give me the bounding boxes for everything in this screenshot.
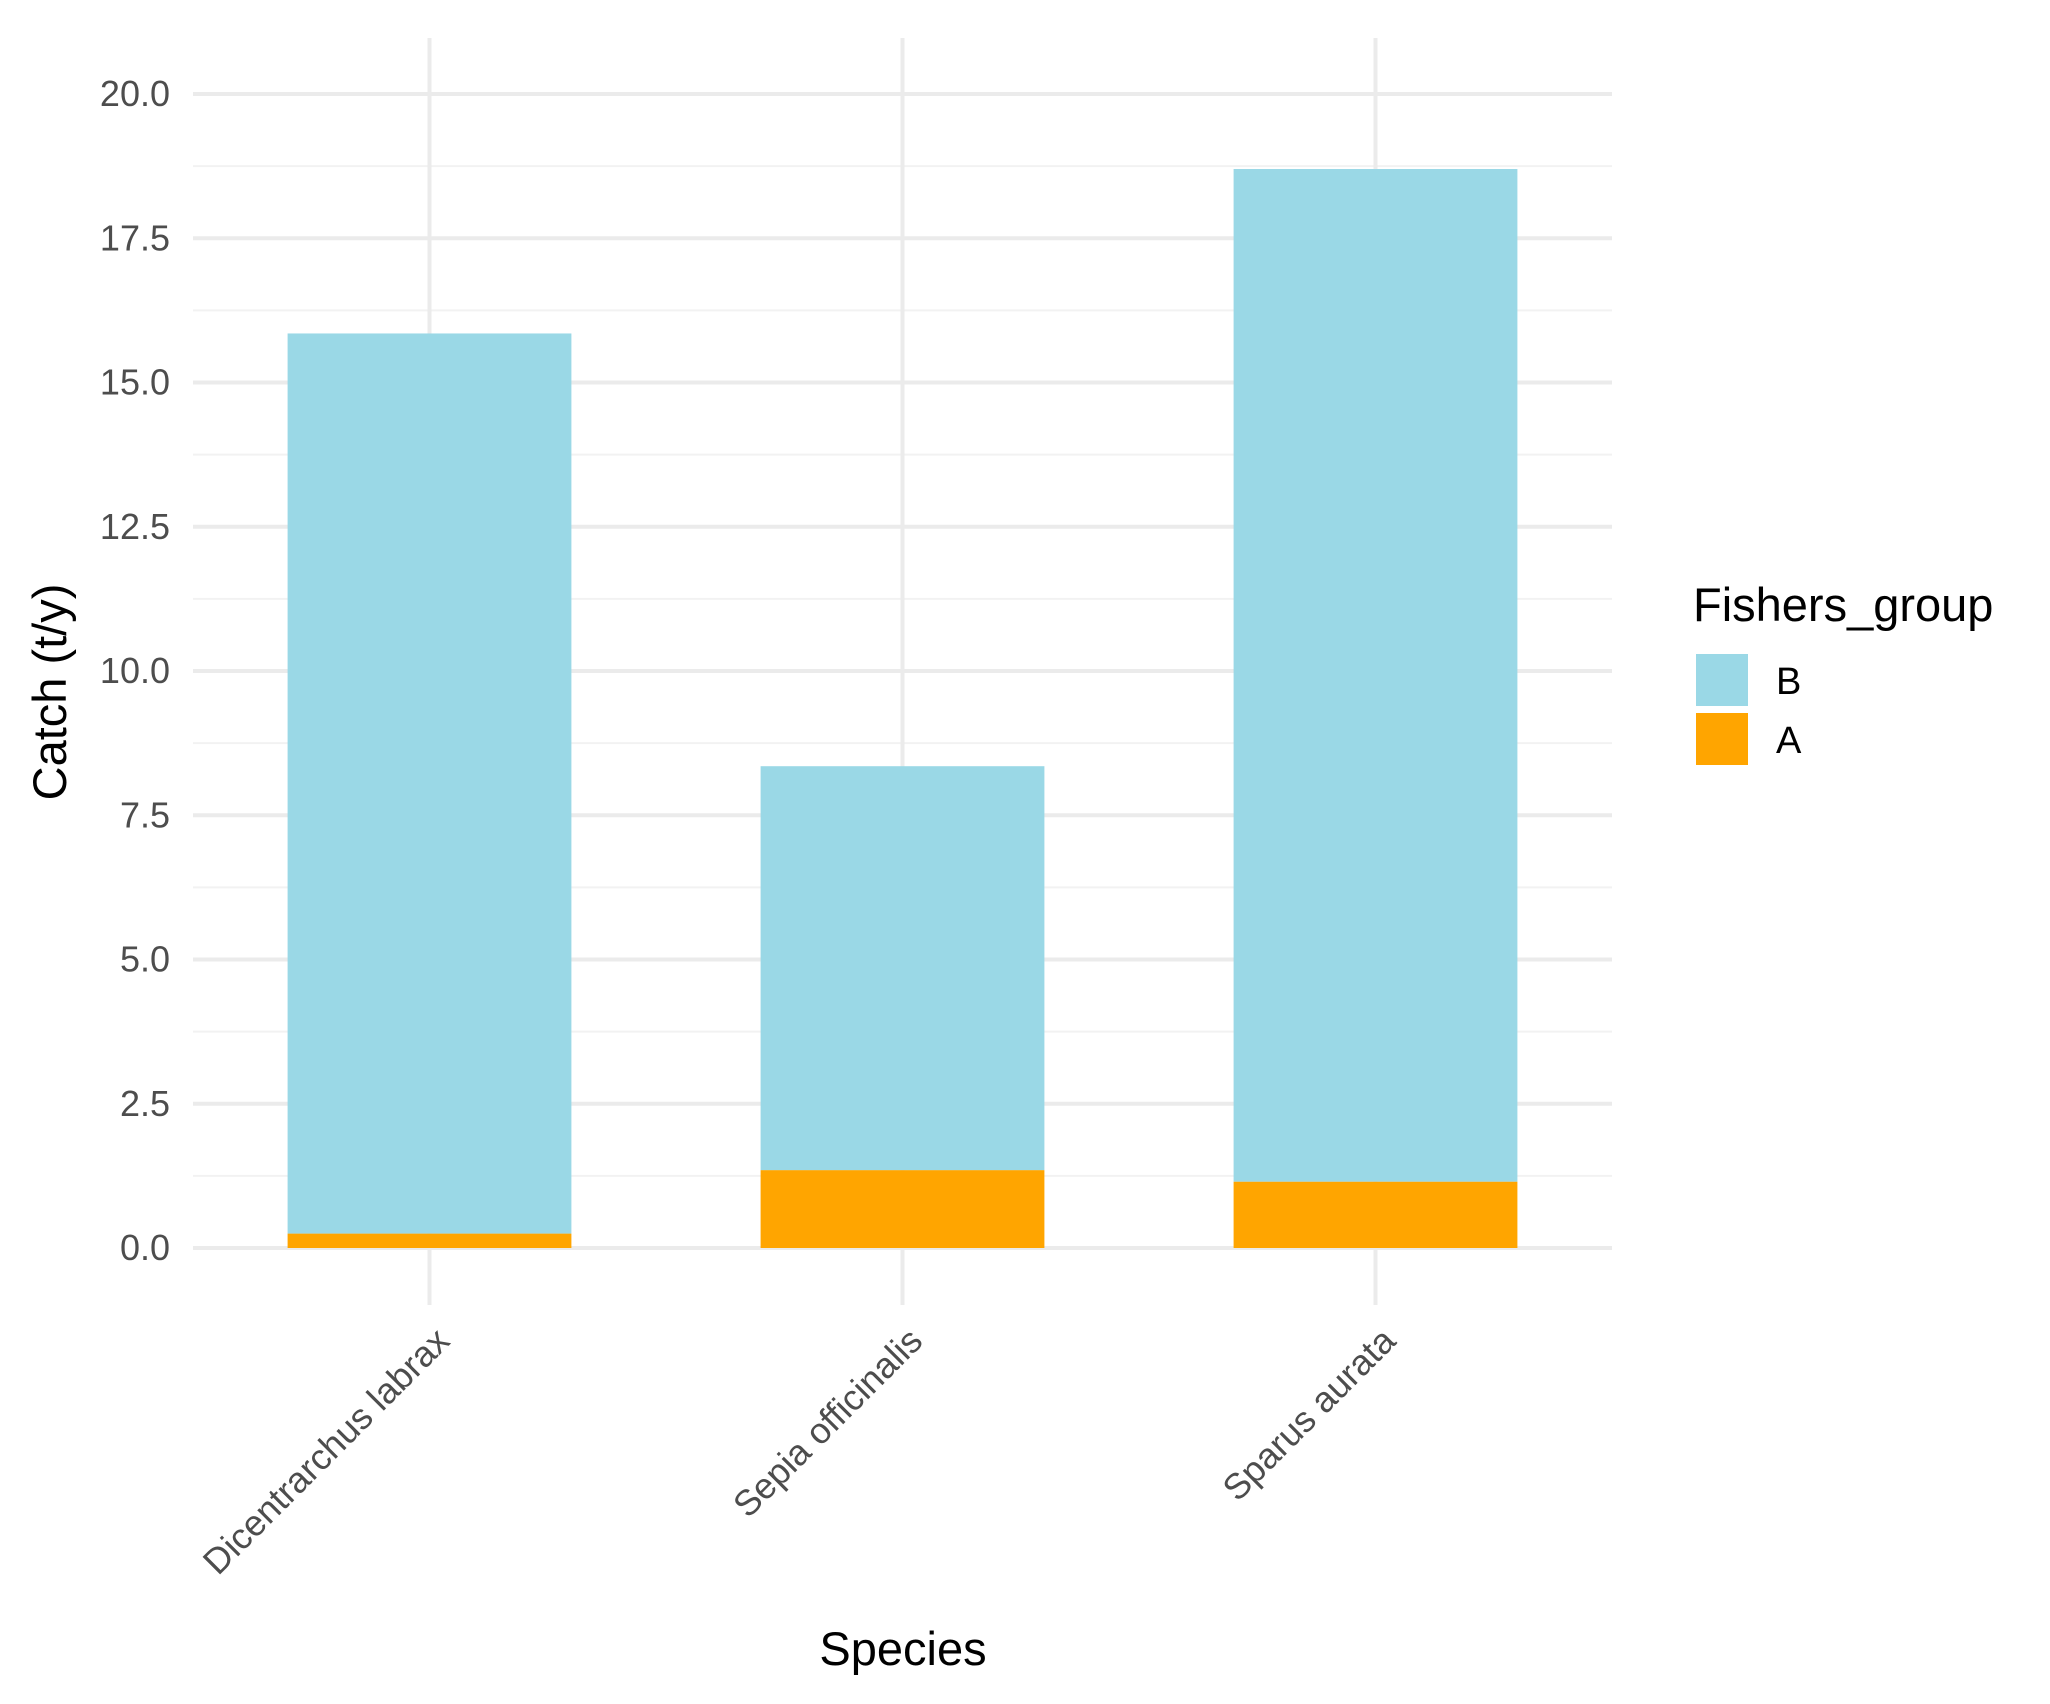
bar-b-0: [287, 333, 572, 1234]
y-tick-label: 20.0: [100, 73, 170, 114]
x-axis-title: Species: [819, 1622, 986, 1675]
legend: Fishers_group BA: [1693, 578, 1993, 765]
bar-b-2: [1233, 169, 1518, 1182]
bar-b-1: [760, 766, 1045, 1171]
x-tick-label: Sparus aurata: [1214, 1319, 1404, 1509]
y-tick-label: 10.0: [100, 650, 170, 691]
legend-label-b: B: [1776, 661, 1801, 703]
legend-title: Fishers_group: [1693, 578, 1993, 631]
y-tick-label: 7.5: [120, 794, 170, 835]
x-tick-label: Sepia officinalis: [725, 1320, 930, 1525]
legend-label-a: A: [1776, 720, 1802, 762]
y-tick-label: 15.0: [100, 362, 170, 403]
y-axis-ticks: 0.0 2.5 5.0 7.5 10.0 12.5 15.0 17.5 20.0: [100, 73, 170, 1268]
y-tick-label: 12.5: [100, 506, 170, 547]
legend-items: BA: [1696, 654, 1802, 765]
x-axis-ticks: Dicentrarchus labrax Sepia officinalis Spa…: [195, 1319, 1404, 1582]
y-tick-label: 5.0: [120, 939, 170, 980]
legend-key-b: [1696, 654, 1748, 706]
bar-a-0: [287, 1233, 572, 1248]
bar-a-1: [760, 1170, 1045, 1248]
legend-key-a: [1696, 713, 1748, 765]
y-tick-label: 2.5: [120, 1083, 170, 1124]
x-tick-label: Dicentrarchus labrax: [195, 1320, 457, 1582]
bar-a-2: [1233, 1181, 1518, 1248]
y-axis-title: Catch (t/y): [23, 584, 76, 801]
bars: [287, 169, 1518, 1248]
y-tick-label: 0.0: [120, 1227, 170, 1268]
y-tick-label: 17.5: [100, 217, 170, 258]
